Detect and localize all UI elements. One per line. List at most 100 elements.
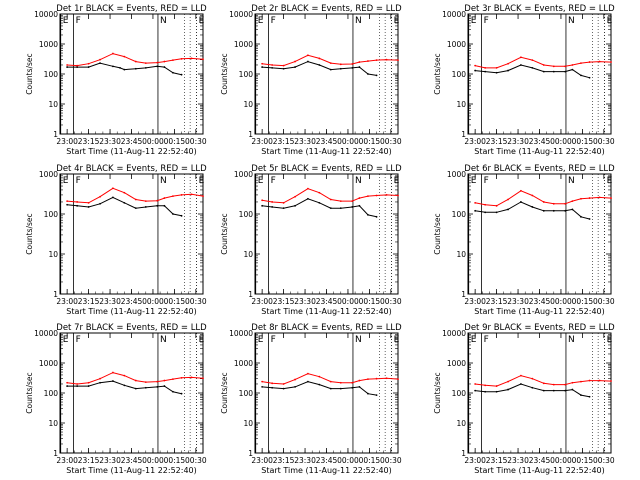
- series-lld-point: [598, 379, 601, 382]
- y-tick-label: 10: [48, 100, 58, 109]
- series-lld-point: [367, 60, 369, 62]
- series-events-line: [475, 383, 590, 398]
- series-lld-point: [588, 197, 591, 199]
- series-events-point: [351, 206, 354, 208]
- y-tick-label: 1000: [447, 40, 466, 49]
- series-events-point: [358, 66, 361, 68]
- series-lld-point: [598, 196, 601, 199]
- series-events-line: [262, 381, 377, 396]
- series-events-point: [318, 383, 321, 386]
- event-marker-label: E: [258, 16, 264, 26]
- y-tick-label: 10: [243, 250, 253, 259]
- plot-frame: [467, 173, 612, 295]
- x-tick-label: 23:45: [121, 137, 143, 146]
- series-events-point: [307, 60, 309, 63]
- y-tick-label: 1: [53, 449, 58, 458]
- event-marker-label: E: [394, 176, 400, 186]
- series-events-point: [282, 207, 285, 210]
- series-events-point: [571, 68, 574, 71]
- series-lld-point: [580, 197, 582, 200]
- series-lld-point: [294, 60, 296, 63]
- series-lld-point: [339, 200, 342, 203]
- event-marker-label: N: [160, 176, 167, 186]
- series-lld-point: [261, 62, 264, 65]
- event-marker-label: E: [199, 16, 205, 26]
- x-tick-label: 00:15: [572, 297, 594, 306]
- x-tick-label: 23:45: [121, 297, 143, 306]
- series-lld-point: [261, 380, 264, 383]
- series-lld-point: [66, 200, 69, 203]
- series-lld-point: [367, 378, 369, 381]
- series-lld-point: [329, 62, 332, 65]
- series-events-point: [156, 385, 159, 388]
- event-marker-label: F: [484, 16, 489, 26]
- x-tick-label: 00:15: [164, 297, 186, 306]
- series-lld-point: [580, 380, 582, 383]
- panel-det-9: Det 9r BLACK = Events, RED = LLD 1 10 100 10…: [433, 323, 615, 475]
- series-lld-point: [610, 380, 612, 382]
- series-events-point: [571, 388, 574, 391]
- y-tick-label: 1: [248, 130, 253, 139]
- series-events-point: [318, 64, 321, 66]
- series-lld-point: [172, 59, 174, 62]
- y-tick-label: 1000: [234, 40, 253, 49]
- y-tick-label: 1: [53, 290, 58, 299]
- event-marker-label: N: [160, 335, 167, 345]
- series-lld-point: [294, 195, 296, 198]
- series-events-point: [66, 385, 69, 387]
- series-events-point: [87, 66, 90, 68]
- series-lld-point: [163, 379, 166, 382]
- series-lld-point: [507, 198, 509, 201]
- series-lld-point: [180, 194, 183, 196]
- series-lld-point: [307, 372, 309, 375]
- series-lld-point: [571, 200, 574, 203]
- event-marker-label: F: [271, 176, 276, 186]
- series-events-line: [67, 380, 182, 395]
- x-tick-label: 23:45: [316, 297, 338, 306]
- x-tick-label: 23:15: [273, 137, 295, 146]
- series-events-point: [112, 380, 114, 382]
- series-lld-point: [307, 54, 309, 57]
- x-tick-label: 23:15: [78, 456, 100, 465]
- series-events-point: [580, 394, 582, 397]
- series-lld-point: [397, 59, 399, 62]
- series-events-point: [76, 204, 79, 207]
- series-events-point: [552, 70, 555, 73]
- series-lld-point: [190, 193, 193, 196]
- y-axis-label: Counts/sec: [220, 53, 229, 94]
- series-lld-point: [87, 62, 90, 65]
- x-tick-label: 23:30: [99, 137, 121, 146]
- event-marker-label: E: [471, 176, 477, 186]
- series-events-point: [564, 209, 567, 212]
- series-lld-point: [76, 201, 79, 203]
- series-lld-point: [307, 187, 309, 190]
- y-axis-label: Counts/sec: [220, 213, 229, 254]
- series-events-point: [112, 196, 114, 199]
- series-lld-line: [262, 373, 399, 385]
- series-events-point: [375, 215, 378, 218]
- x-tick-label: 23:00: [464, 137, 486, 146]
- series-lld-line: [475, 190, 612, 207]
- series-lld-point: [610, 61, 612, 63]
- series-lld-point: [163, 60, 166, 63]
- x-tick-label: 00:30: [185, 297, 207, 306]
- series-lld-point: [271, 382, 274, 385]
- series-lld-point: [367, 195, 369, 198]
- y-tick-label: 1000: [39, 359, 58, 368]
- series-lld-point: [123, 55, 126, 58]
- x-axis-label: Start Time (11-Aug-11 22:52:40): [66, 147, 197, 156]
- y-tick-label: 10000: [442, 329, 466, 338]
- x-tick-label: 23:15: [486, 297, 508, 306]
- series-lld-point: [531, 194, 534, 197]
- series-lld-point: [123, 374, 126, 377]
- series-events-point: [495, 390, 498, 393]
- x-tick-label: 23:15: [78, 297, 100, 306]
- y-tick-label: 1: [248, 449, 253, 458]
- y-tick-label: 1000: [234, 359, 253, 368]
- y-tick-label: 1000: [447, 359, 466, 368]
- series-events-point: [588, 218, 591, 220]
- panel-title: Det 8r BLACK = Events, RED = LLD: [251, 323, 402, 333]
- series-lld-point: [99, 195, 101, 198]
- series-events-point: [134, 387, 137, 390]
- y-tick-label: 10000: [442, 10, 466, 19]
